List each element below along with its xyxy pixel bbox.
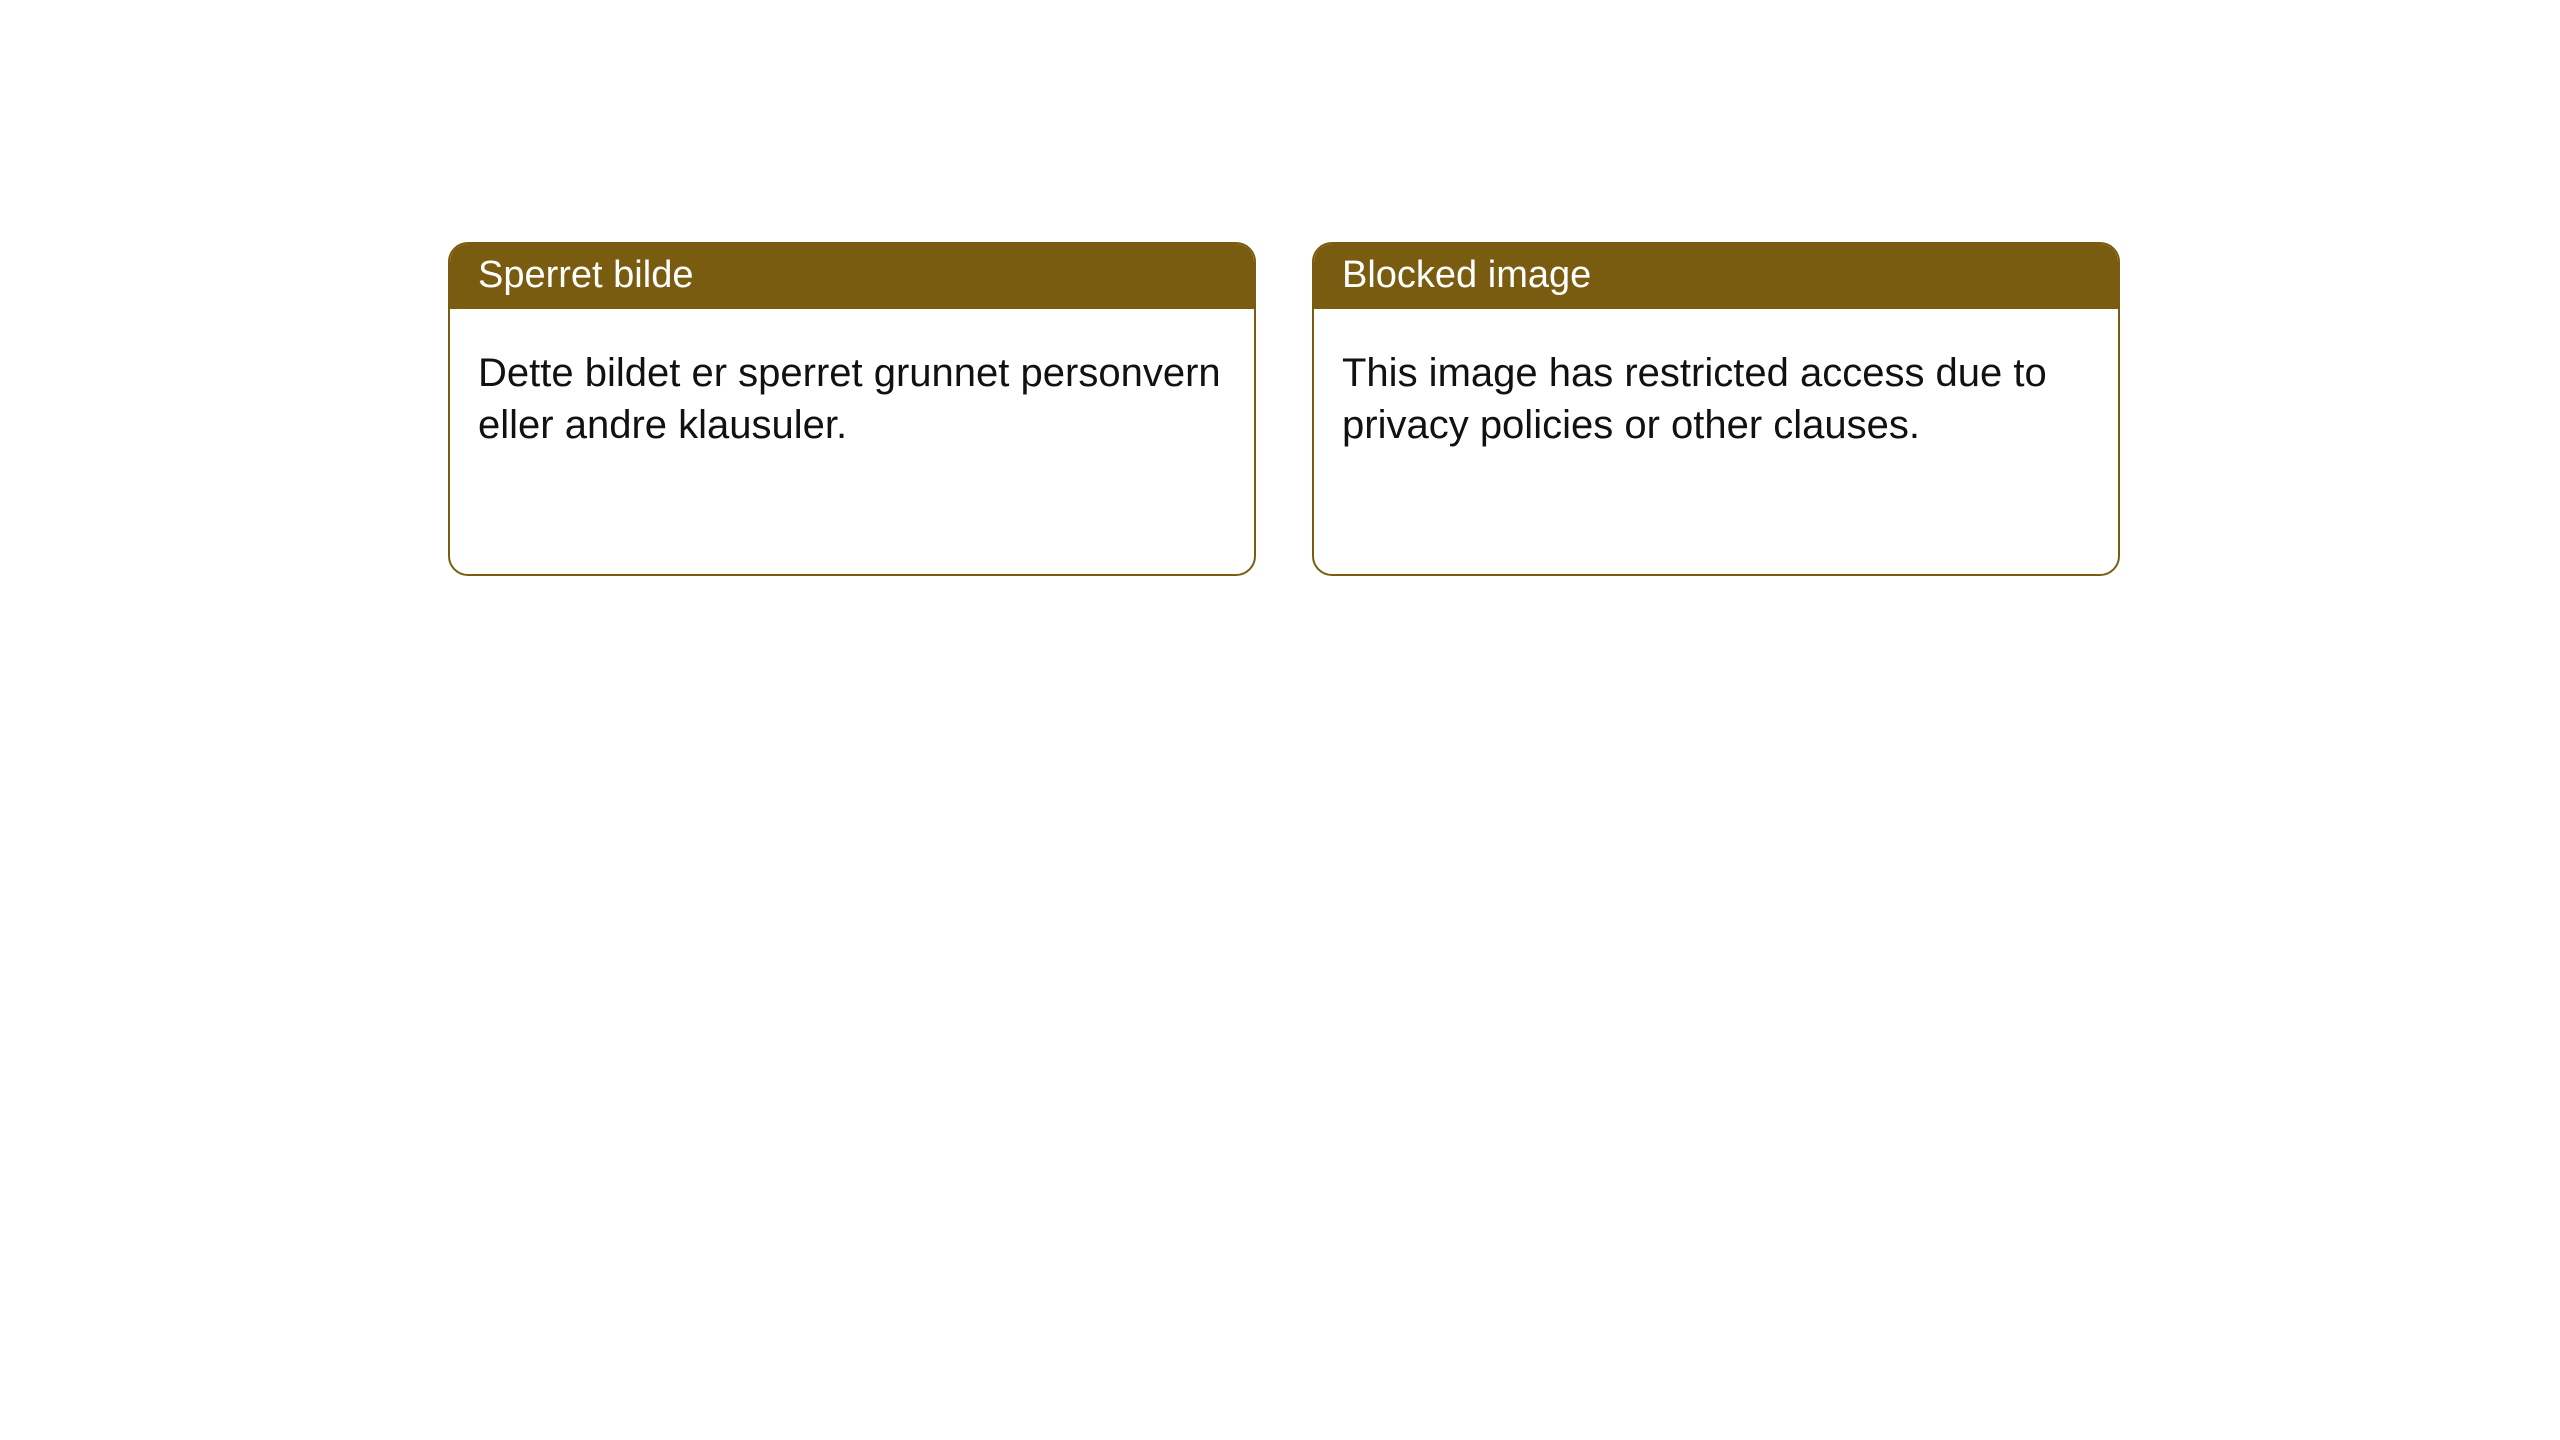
card-title: Blocked image [1342,254,1591,296]
cards-container: Sperret bilde Dette bildet er sperret gr… [0,0,2560,576]
blocked-image-card-en: Blocked image This image has restricted … [1312,242,2120,576]
card-header: Blocked image [1314,244,2118,309]
blocked-image-card-no: Sperret bilde Dette bildet er sperret gr… [448,242,1256,576]
card-body: This image has restricted access due to … [1314,309,2118,489]
card-body-text: Dette bildet er sperret grunnet personve… [478,351,1221,447]
card-title: Sperret bilde [478,254,693,296]
card-body: Dette bildet er sperret grunnet personve… [450,309,1254,489]
card-body-text: This image has restricted access due to … [1342,351,2047,447]
card-header: Sperret bilde [450,244,1254,309]
